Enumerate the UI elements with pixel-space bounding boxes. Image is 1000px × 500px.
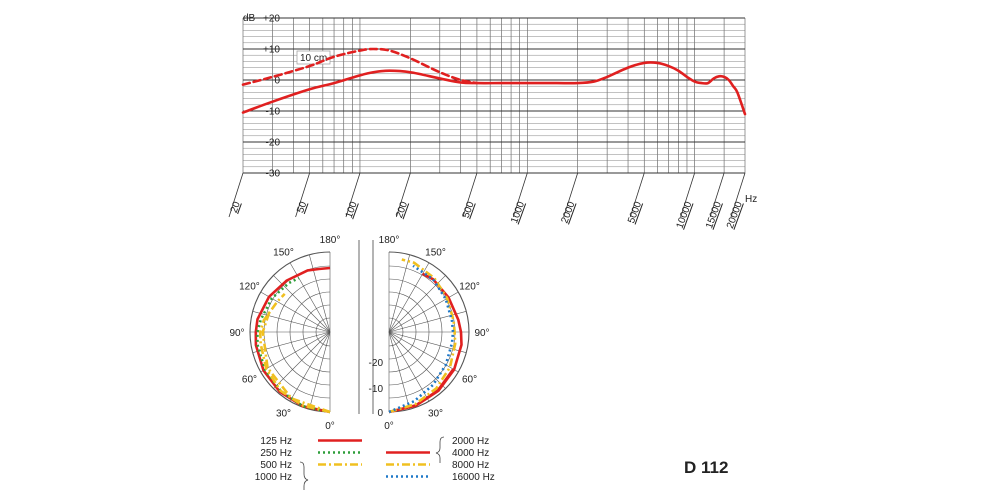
polar-series-250hz: [256, 276, 331, 414]
x-tick-label: 2000: [560, 200, 578, 225]
model-name: D 112: [684, 458, 728, 477]
polar-spoke: [388, 331, 430, 402]
annotation-text: 10 cm: [300, 53, 327, 64]
polar-pattern-chart: 180° 180° 150° 150° 120° 120° 90° 90° 60° 60° 30° 3…: [229, 235, 490, 432]
x-tick-label: 500: [461, 200, 477, 220]
polar-angle-label-right: 30°: [428, 409, 443, 420]
polar-angle-label-right: 60°: [462, 375, 477, 386]
legend-brace-left: [299, 461, 309, 490]
annotation-10cm: 10 cm: [296, 50, 331, 65]
frequency-ticks: +20 +10 0 -10 -20 -30 20 50 100 200 500 1000 2000 500…: [228, 14, 746, 230]
freq-series-solid: [241, 61, 747, 116]
polar-angle-label-left: 60°: [242, 375, 257, 386]
polar-angle-label-left: 150°: [273, 247, 294, 258]
polar-series-16000hz: [388, 264, 455, 414]
polar-angle-label-left: 90°: [229, 328, 244, 339]
x-tick-label: 200: [394, 200, 410, 220]
polar-spoke: [252, 311, 331, 333]
legend-label: 1000 Hz: [255, 472, 292, 483]
freq-series-dashed: [241, 47, 479, 86]
polar-spoke: [309, 254, 331, 333]
x-tick-mark: [295, 172, 310, 218]
polar-spoke: [388, 262, 430, 333]
legend-label: 16000 Hz: [452, 472, 495, 483]
y-unit-label: dB: [243, 13, 256, 24]
polar-angle-label-right: 180°: [379, 235, 400, 246]
polar-divider-gap: [359, 235, 373, 415]
polar-radial-label: -20: [369, 358, 384, 369]
y-tick-label: 0: [274, 76, 280, 87]
y-tick-label: -30: [266, 169, 281, 180]
polar-spoke: [260, 331, 331, 373]
x-tick-label: 20: [229, 200, 243, 215]
polar-spoke: [289, 331, 331, 402]
polar-angle-label-left: 120°: [239, 282, 260, 293]
x-tick-mark: [563, 172, 579, 218]
polar-angle-label-right: 120°: [459, 282, 480, 293]
polar-spoke: [388, 254, 410, 333]
x-tick-label: 100: [344, 200, 360, 220]
x-tick-mark: [512, 172, 528, 218]
x-tick-mark: [228, 172, 244, 218]
polar-angle-label-left: 0°: [325, 421, 335, 432]
legend-label: 500 Hz: [260, 460, 292, 471]
x-tick-label: 5000: [626, 200, 644, 225]
legend-brace-right: [435, 436, 445, 463]
polar-angle-label-left: 30°: [276, 409, 291, 420]
x-tick-mark: [629, 172, 645, 218]
x-unit-label: Hz: [745, 194, 757, 205]
polar-radial-label: -10: [369, 384, 384, 395]
x-tick-mark: [730, 172, 746, 218]
frequency-grid: [242, 17, 746, 174]
polar-angle-label-right: 0°: [384, 421, 394, 432]
y-tick-label: +10: [263, 45, 280, 56]
frequency-series: [241, 47, 747, 116]
polar-series-8000hz: [388, 258, 457, 414]
polar-spoke: [273, 331, 331, 389]
polar-spoke: [388, 311, 467, 333]
x-tick-mark: [395, 172, 411, 218]
x-tick-label: 20000: [725, 200, 745, 230]
polar-series: [254, 258, 463, 414]
polar-series-1000hz: [261, 309, 331, 414]
polar-angle-label-left: 180°: [320, 235, 341, 246]
polar-spoke: [388, 331, 459, 373]
polar-series-4000hz: [388, 368, 455, 414]
polar-spoke: [388, 331, 410, 410]
legend-label: 250 Hz: [260, 448, 292, 459]
polar-angle-label-right: 90°: [474, 328, 489, 339]
x-tick-mark: [345, 172, 361, 218]
legend-label: 8000 Hz: [452, 460, 489, 471]
polar-radial-label: 0: [377, 408, 383, 419]
polar-spoke: [388, 331, 446, 389]
y-tick-label: -20: [266, 138, 281, 149]
x-tick-mark: [709, 172, 725, 218]
polar-angle-label-right: 150°: [425, 247, 446, 258]
legend-label: 4000 Hz: [452, 448, 489, 459]
x-tick-label: 1000: [509, 200, 527, 225]
legend-label: 125 Hz: [260, 436, 292, 447]
y-tick-label: -10: [266, 107, 281, 118]
x-tick-label: 15000: [704, 200, 724, 230]
legend-label: 2000 Hz: [452, 436, 489, 447]
frequency-response-chart: +20 +10 0 -10 -20 -30 20 50 100 200 500 1000 2000 500…: [228, 13, 757, 230]
x-tick-mark: [680, 172, 696, 218]
x-tick-label: 10000: [675, 200, 695, 230]
y-tick-label: +20: [263, 14, 280, 25]
x-tick-mark: [462, 172, 478, 218]
polar-spoke: [289, 262, 331, 333]
polar-labels: 180° 180° 150° 150° 120° 120° 90° 90° 60° 60° 30° 3…: [229, 235, 489, 432]
x-tick-label: 50: [295, 200, 309, 215]
polar-spoke: [309, 331, 331, 410]
